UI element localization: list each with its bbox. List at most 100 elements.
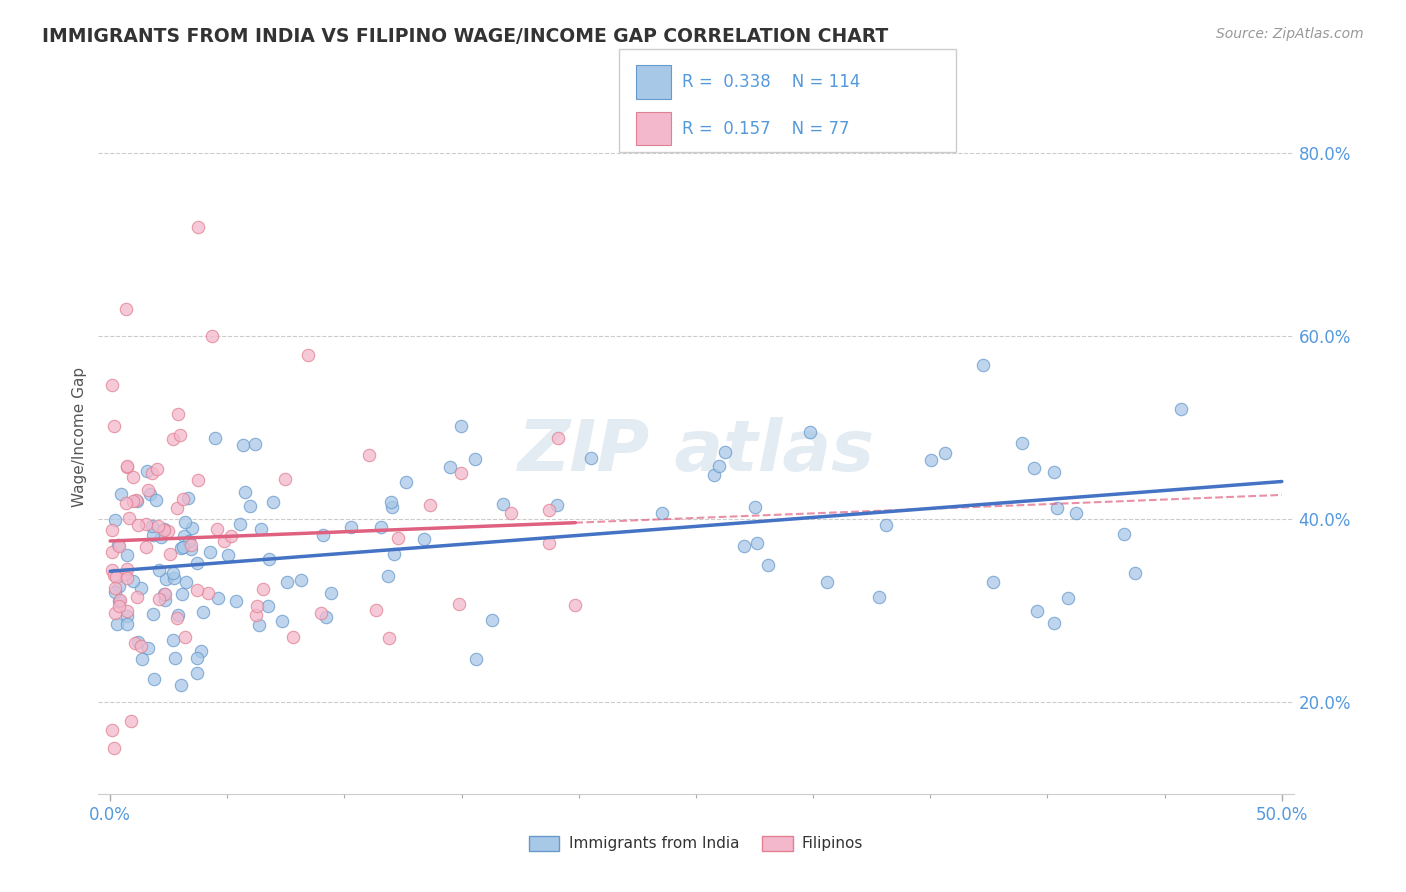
- Point: [981, 575, 1004, 590]
- Point: [412, 533, 434, 547]
- Point: [117, 460, 139, 475]
- Point: [1064, 506, 1087, 520]
- Point: [186, 583, 208, 598]
- Point: [110, 487, 132, 501]
- Point: [221, 529, 243, 543]
- Text: R =  0.338    N = 114: R = 0.338 N = 114: [682, 73, 860, 91]
- Point: [142, 607, 165, 621]
- Point: [972, 358, 994, 372]
- Point: [155, 572, 177, 586]
- Point: [122, 493, 145, 508]
- Point: [122, 574, 145, 588]
- Point: [1011, 436, 1033, 450]
- Point: [146, 518, 169, 533]
- Point: [370, 519, 392, 533]
- Point: [125, 492, 148, 507]
- Point: [162, 632, 184, 647]
- Point: [1043, 615, 1066, 630]
- Point: [177, 491, 200, 505]
- Point: [377, 569, 399, 583]
- Point: [464, 652, 486, 666]
- Point: [153, 587, 176, 601]
- Text: IMMIGRANTS FROM INDIA VS FILIPINO WAGE/INCOME GAP CORRELATION CHART: IMMIGRANTS FROM INDIA VS FILIPINO WAGE/I…: [42, 27, 889, 45]
- Point: [124, 636, 146, 650]
- Point: [157, 524, 180, 538]
- Point: [257, 599, 280, 613]
- Point: [243, 437, 266, 451]
- Point: [165, 651, 187, 665]
- Point: [245, 608, 267, 623]
- Point: [153, 522, 176, 536]
- Point: [246, 599, 269, 614]
- Point: [464, 452, 486, 467]
- Point: [381, 500, 404, 514]
- Point: [108, 592, 131, 607]
- Point: [136, 640, 159, 655]
- Point: [166, 608, 188, 623]
- Point: [172, 492, 194, 507]
- Point: [252, 582, 274, 596]
- Y-axis label: Wage/Income Gap: Wage/Income Gap: [72, 367, 87, 508]
- Point: [162, 432, 184, 446]
- Point: [139, 487, 162, 501]
- Point: [217, 548, 239, 562]
- Point: [174, 631, 197, 645]
- Point: [101, 524, 124, 538]
- Point: [127, 590, 149, 604]
- Point: [340, 520, 363, 534]
- Point: [108, 594, 131, 608]
- Point: [115, 608, 138, 623]
- Point: [101, 563, 124, 577]
- Point: [651, 506, 673, 520]
- Point: [190, 643, 212, 657]
- Point: [145, 493, 167, 508]
- Point: [180, 538, 202, 552]
- Point: [934, 446, 956, 460]
- Point: [450, 418, 472, 433]
- Point: [492, 497, 515, 511]
- Text: ZIP atlas: ZIP atlas: [517, 417, 875, 486]
- Point: [703, 468, 725, 483]
- Point: [150, 530, 173, 544]
- Point: [186, 651, 208, 665]
- Point: [273, 472, 295, 486]
- Point: [187, 473, 209, 487]
- Point: [538, 536, 561, 550]
- Point: [799, 425, 821, 440]
- Point: [152, 587, 174, 601]
- Point: [395, 475, 418, 489]
- Point: [180, 541, 202, 556]
- Point: [579, 451, 602, 466]
- Point: [107, 538, 129, 552]
- Point: [225, 594, 247, 608]
- Point: [115, 562, 138, 576]
- Point: [382, 547, 405, 561]
- Point: [201, 329, 224, 343]
- Point: [262, 495, 284, 509]
- Point: [121, 470, 143, 484]
- Point: [745, 536, 768, 550]
- Point: [1170, 401, 1192, 416]
- Point: [174, 515, 197, 529]
- Point: [120, 714, 142, 728]
- Point: [103, 568, 125, 582]
- Point: [114, 566, 136, 581]
- Point: [166, 611, 188, 625]
- Point: [547, 432, 569, 446]
- Point: [380, 495, 402, 509]
- Point: [103, 418, 125, 433]
- Point: [115, 571, 138, 585]
- Point: [148, 563, 170, 577]
- Point: [920, 453, 942, 467]
- Point: [276, 574, 298, 589]
- Point: [419, 498, 441, 512]
- Point: [172, 586, 194, 600]
- Point: [135, 517, 157, 532]
- Point: [127, 635, 149, 649]
- Point: [162, 566, 184, 580]
- Point: [450, 466, 472, 480]
- Point: [153, 593, 176, 607]
- Point: [127, 518, 149, 533]
- Point: [501, 506, 523, 520]
- Text: R =  0.157    N = 77: R = 0.157 N = 77: [682, 120, 849, 137]
